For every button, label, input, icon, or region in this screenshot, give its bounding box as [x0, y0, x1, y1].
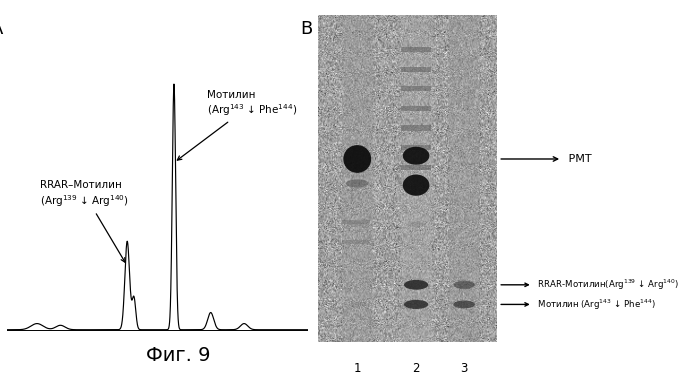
Ellipse shape: [453, 301, 475, 308]
Text: 2: 2: [412, 362, 420, 375]
Bar: [401, 66, 431, 72]
Ellipse shape: [404, 280, 428, 290]
Bar: [401, 145, 431, 150]
Bar: [401, 125, 431, 131]
Bar: [401, 47, 431, 52]
Ellipse shape: [454, 281, 475, 289]
Ellipse shape: [406, 222, 426, 227]
Bar: [401, 165, 431, 170]
Ellipse shape: [343, 145, 371, 173]
Text: RRAR-Мотилин(Arg$^{139}$ ↓ Arg$^{140}$): RRAR-Мотилин(Arg$^{139}$ ↓ Arg$^{140}$): [501, 278, 679, 292]
Bar: [342, 240, 369, 244]
Text: A: A: [0, 20, 3, 38]
Text: 3: 3: [461, 362, 468, 375]
Ellipse shape: [403, 174, 429, 196]
Text: Фиг. 9: Фиг. 9: [146, 346, 210, 365]
Ellipse shape: [403, 147, 429, 165]
Ellipse shape: [346, 179, 368, 188]
Bar: [401, 106, 431, 111]
Text: Мотилин
(Arg$^{143}$ ↓ Phe$^{144}$): Мотилин (Arg$^{143}$ ↓ Phe$^{144}$): [178, 90, 298, 160]
Text: Мотилин (Arg$^{143}$ ↓ Phe$^{144}$): Мотилин (Arg$^{143}$ ↓ Phe$^{144}$): [501, 297, 656, 312]
Bar: [342, 220, 369, 224]
Text: 1: 1: [354, 362, 361, 375]
Ellipse shape: [404, 300, 428, 309]
Ellipse shape: [349, 302, 366, 307]
Text: PMT: PMT: [501, 154, 591, 164]
Ellipse shape: [347, 222, 367, 227]
Bar: [401, 86, 431, 91]
Text: B: B: [301, 20, 312, 38]
Text: RRAR–Мотилин
(Arg$^{139}$ ↓ Arg$^{140}$): RRAR–Мотилин (Arg$^{139}$ ↓ Arg$^{140}$): [41, 180, 129, 262]
